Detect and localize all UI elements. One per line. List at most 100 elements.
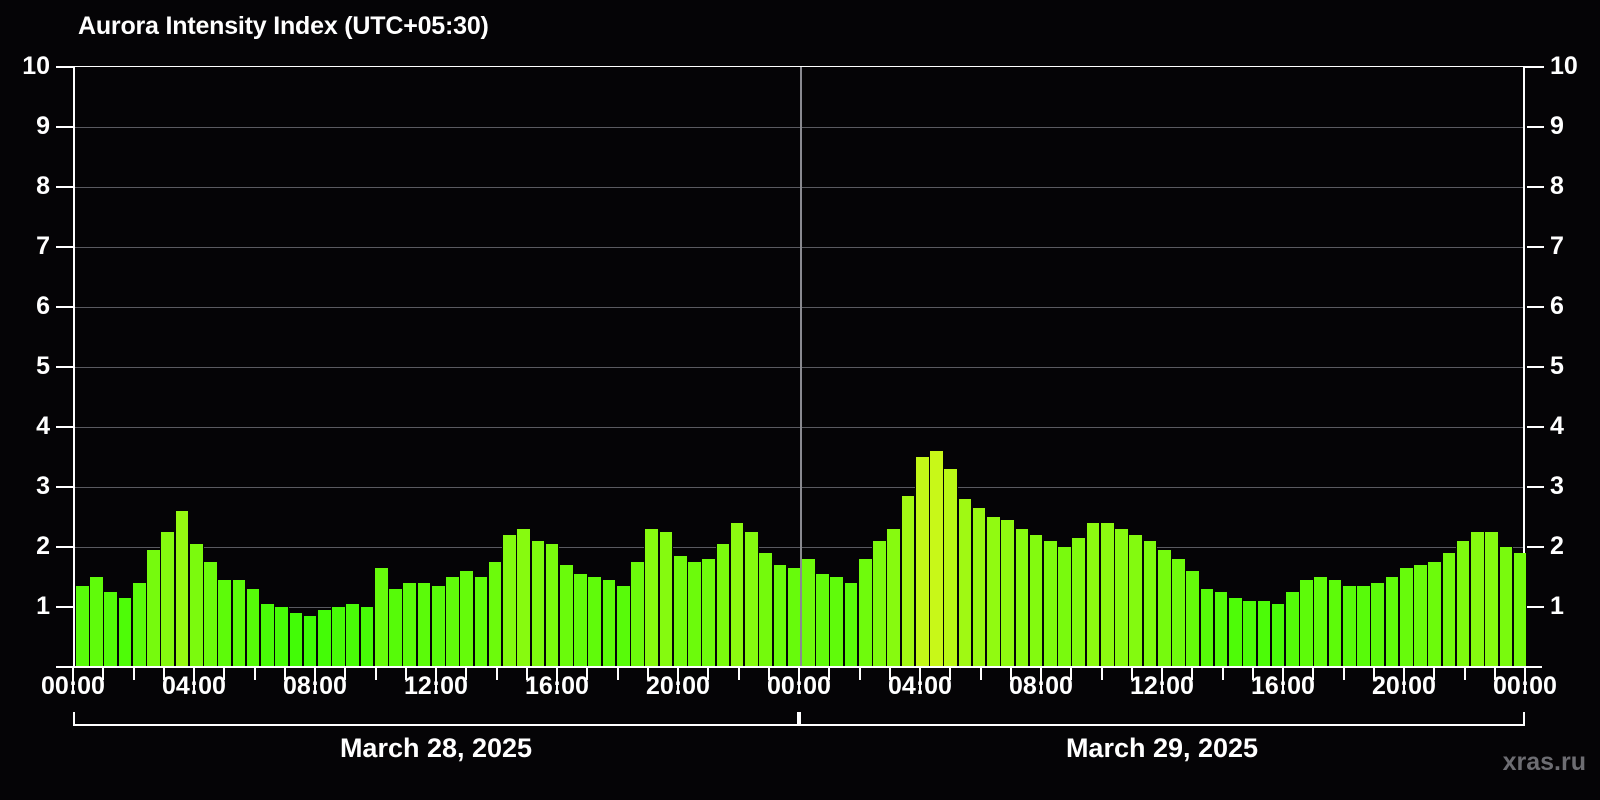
bar — [459, 571, 474, 667]
x-tick-minor — [253, 668, 256, 680]
x-tick-minor — [223, 668, 226, 680]
bar — [1099, 523, 1115, 667]
bar — [174, 511, 190, 667]
bar — [587, 577, 603, 667]
x-tick-minor — [1221, 668, 1224, 680]
bar — [829, 577, 845, 667]
bar — [929, 451, 944, 667]
bar — [1498, 547, 1514, 667]
day-label: March 28, 2025 — [339, 733, 533, 763]
bar — [388, 589, 403, 667]
x-axis-label: 04:00 — [162, 672, 226, 700]
x-tick-major — [435, 668, 437, 692]
bar — [615, 586, 631, 667]
x-tick-minor — [404, 668, 407, 680]
x-tick-minor — [858, 668, 861, 680]
bar — [986, 517, 1001, 667]
x-tick-major — [556, 668, 558, 692]
y-axis-label-right: 2 — [1550, 532, 1564, 560]
y-tick-right — [1527, 366, 1544, 368]
x-tick-major — [1403, 668, 1405, 692]
x-tick-minor — [1493, 668, 1496, 680]
bar — [302, 616, 318, 667]
bar — [1512, 553, 1528, 667]
gridline — [75, 247, 1523, 248]
bar — [203, 562, 218, 667]
bar — [1313, 577, 1329, 667]
x-tick-major — [1040, 668, 1042, 692]
bar — [900, 496, 916, 667]
y-axis-label-right: 5 — [1550, 352, 1564, 380]
x-axis-label: 04:00 — [888, 672, 952, 700]
x-tick-major — [677, 668, 679, 692]
y-axis-label: 6 — [36, 292, 50, 320]
bar — [502, 535, 517, 667]
bar — [1455, 541, 1471, 667]
bar — [1014, 529, 1030, 667]
bar — [402, 583, 418, 667]
x-axis-label: 00:00 — [41, 672, 105, 700]
bar — [573, 574, 588, 667]
gridline — [75, 547, 1523, 548]
bar — [288, 613, 304, 667]
bar — [872, 541, 887, 667]
bar — [146, 550, 161, 667]
bar — [744, 532, 759, 667]
bar — [758, 553, 773, 667]
bar — [559, 565, 574, 667]
bar — [801, 559, 816, 667]
gridline — [75, 187, 1523, 188]
bar — [487, 562, 503, 667]
bar — [1213, 592, 1229, 667]
x-axis-label: 00:00 — [1493, 672, 1557, 700]
x-tick-minor — [283, 668, 286, 680]
bar — [1085, 523, 1101, 667]
bar — [1484, 532, 1499, 667]
bar — [188, 544, 204, 667]
axis-bottom-line — [56, 666, 1542, 668]
bar — [274, 607, 289, 667]
y-axis-label-right: 6 — [1550, 292, 1564, 320]
day-label: March 29, 2025 — [1065, 733, 1259, 763]
gridline — [75, 127, 1523, 128]
bar — [430, 586, 446, 667]
bar — [715, 544, 731, 667]
bar — [1270, 604, 1286, 667]
x-tick-minor — [1100, 668, 1103, 680]
y-tick-right — [1527, 426, 1544, 428]
y-tick-left — [56, 546, 73, 548]
y-tick-left — [56, 426, 73, 428]
x-tick-major — [798, 668, 800, 692]
bar — [1413, 565, 1428, 667]
x-axis-label: 12:00 — [1130, 672, 1194, 700]
page-title: Aurora Intensity Index (UTC+05:30) — [78, 12, 489, 40]
bar — [260, 604, 275, 667]
x-tick-major — [193, 668, 195, 692]
bar — [772, 565, 788, 667]
x-tick-minor — [737, 668, 740, 680]
y-tick-right — [1527, 126, 1544, 128]
y-tick-right — [1527, 606, 1544, 608]
bar — [117, 598, 133, 667]
bar — [1057, 547, 1072, 667]
bar — [359, 607, 375, 667]
gridline — [75, 427, 1523, 428]
x-tick-minor — [586, 668, 589, 680]
y-axis-label-right: 9 — [1550, 112, 1564, 140]
bar — [317, 610, 332, 667]
y-tick-left — [56, 126, 73, 128]
y-tick-right — [1527, 66, 1544, 68]
bar — [1242, 601, 1257, 667]
x-tick-minor — [1009, 668, 1012, 680]
x-axis-label: 20:00 — [1372, 672, 1436, 700]
bar — [473, 577, 489, 667]
y-axis-label-right: 3 — [1550, 472, 1564, 500]
bar — [1199, 589, 1215, 667]
x-tick-minor — [102, 668, 105, 680]
x-tick-major — [1161, 668, 1163, 692]
bar — [131, 583, 147, 667]
x-axis-label: 00:00 — [767, 672, 831, 700]
x-tick-minor — [1191, 668, 1194, 680]
x-tick-minor — [767, 668, 770, 680]
x-tick-minor — [344, 668, 347, 680]
